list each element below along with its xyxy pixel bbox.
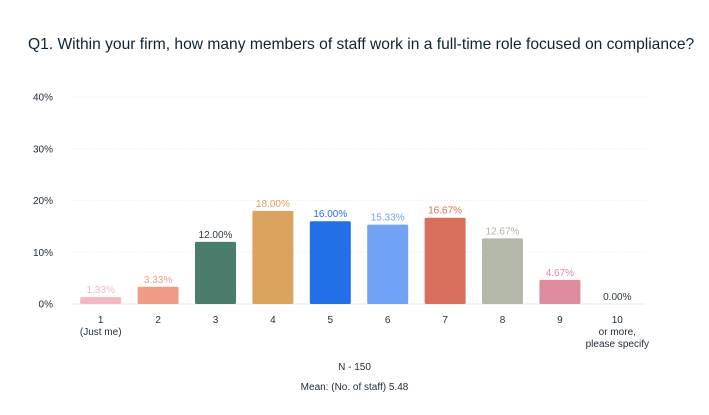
data-label: 15.33% bbox=[371, 213, 405, 224]
sample-size-note: N - 150 bbox=[338, 362, 371, 373]
x-tick-label: 3 bbox=[213, 315, 219, 326]
bar bbox=[482, 238, 523, 304]
x-tick-label-line: 7 bbox=[442, 315, 448, 326]
bar bbox=[424, 217, 466, 304]
x-tick-label: 8 bbox=[500, 315, 506, 326]
data-label: 12.67% bbox=[486, 226, 520, 237]
data-label: 16.67% bbox=[428, 206, 462, 217]
y-tick-label: 40% bbox=[33, 93, 53, 104]
data-label: 16.00% bbox=[313, 209, 347, 220]
x-tick-label-line: 6 bbox=[385, 315, 391, 326]
x-tick-label-line: 4 bbox=[270, 315, 276, 326]
bar bbox=[195, 241, 236, 304]
x-tick-label: 1 (Just me) bbox=[80, 315, 122, 338]
x-tick-label-line: (Just me) bbox=[80, 327, 122, 338]
x-tick-label: 4 bbox=[270, 315, 276, 326]
x-tick-label: 5 bbox=[328, 315, 334, 326]
bar bbox=[137, 286, 179, 304]
bar bbox=[252, 210, 294, 304]
data-label: 3.33% bbox=[144, 275, 172, 286]
x-tick-label-line: 2 bbox=[155, 315, 161, 326]
y-tick-label: 0% bbox=[39, 300, 54, 311]
x-tick-label: 9 bbox=[557, 315, 563, 326]
y-tick-label: 30% bbox=[33, 144, 53, 155]
x-tick-label-line: or more, bbox=[599, 327, 636, 338]
chart-title: Q1. Within your firm, how many members o… bbox=[28, 36, 695, 53]
x-tick-label-line: 3 bbox=[213, 315, 219, 326]
x-tick-label-line: 8 bbox=[500, 315, 506, 326]
bar bbox=[367, 224, 409, 304]
x-tick-label-line: please specify bbox=[586, 339, 649, 350]
x-tick-label: 6 bbox=[385, 315, 391, 326]
y-tick-label: 10% bbox=[33, 248, 53, 259]
x-tick-label-line: 10 bbox=[612, 315, 624, 326]
x-tick-label-line: 9 bbox=[557, 315, 563, 326]
data-label: 1.33% bbox=[87, 285, 115, 296]
x-tick-label: 2 bbox=[155, 315, 161, 326]
data-label: 4.67% bbox=[546, 268, 574, 279]
data-label: 18.00% bbox=[256, 199, 290, 210]
mean-note: Mean: (No. of staff) 5.48 bbox=[300, 382, 409, 393]
x-tick-label: 7 bbox=[442, 315, 448, 326]
x-tick-label-line: 1 bbox=[98, 315, 104, 326]
y-tick-label: 20% bbox=[33, 196, 53, 207]
bar bbox=[80, 297, 122, 304]
bar bbox=[309, 221, 351, 304]
bar bbox=[539, 279, 581, 304]
x-tick-label: 10 or more, please specify bbox=[586, 315, 649, 350]
data-label: 0.00% bbox=[603, 292, 631, 303]
data-label: 12.00% bbox=[199, 230, 233, 241]
x-tick-label-line: 5 bbox=[328, 315, 334, 326]
